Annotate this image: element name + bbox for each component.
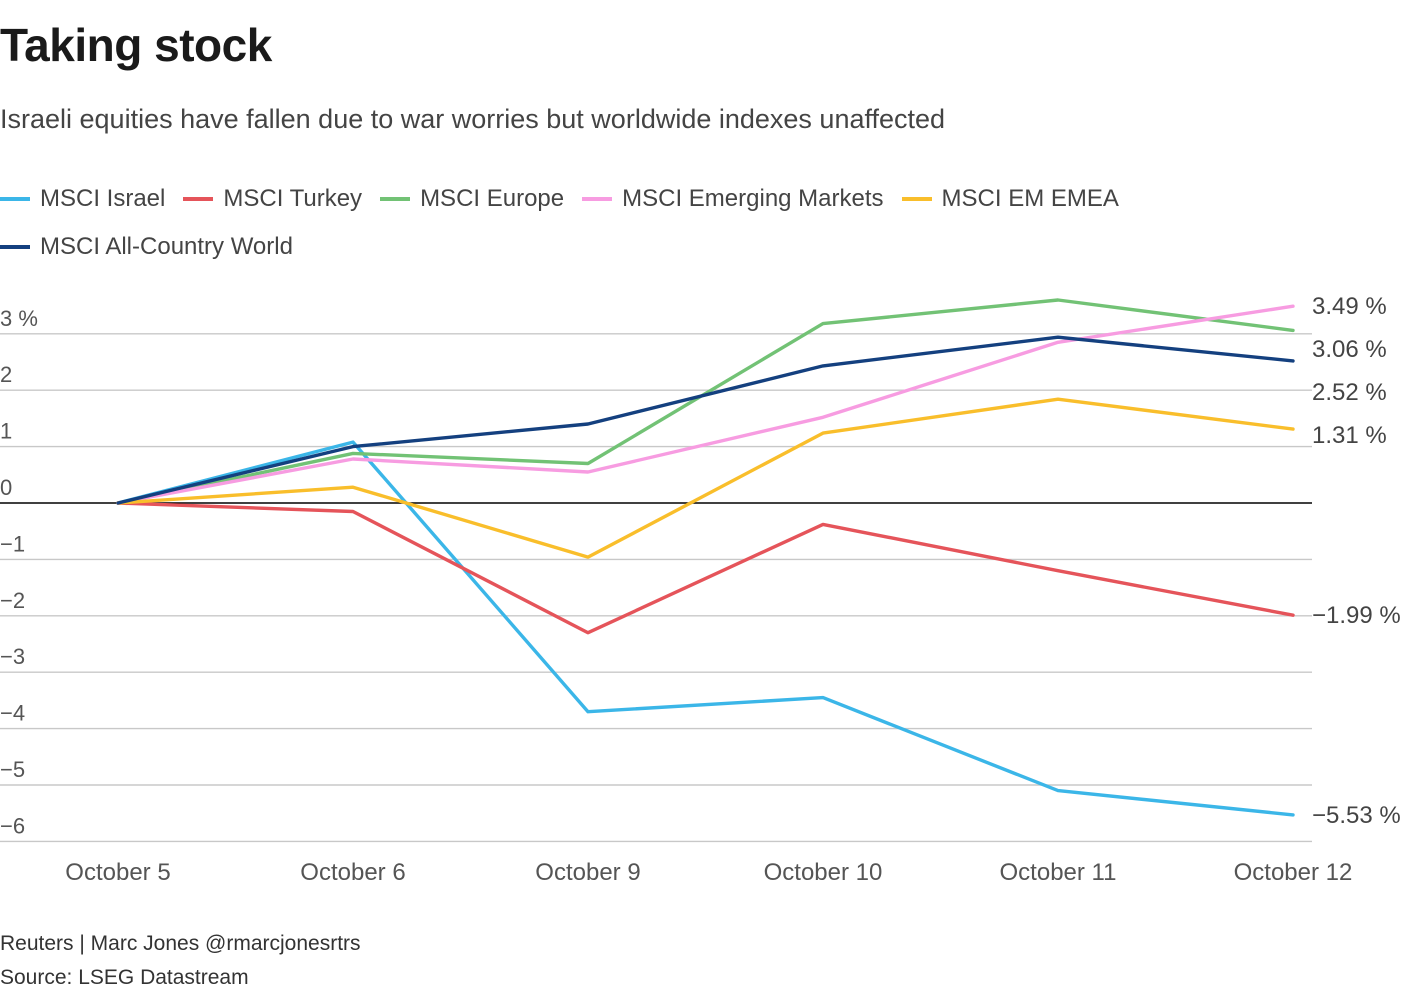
legend-swatch (380, 197, 411, 201)
y-tick-label: −3 (0, 644, 25, 669)
legend-swatch (183, 197, 214, 201)
legend-swatch (582, 197, 613, 201)
legend-label: MSCI Turkey (223, 185, 363, 212)
end-label-msci-turkey: −1.99 % (1312, 602, 1401, 629)
y-tick-label: −5 (0, 757, 25, 782)
x-tick-label: October 5 (65, 859, 170, 886)
series-line-msci-all-country-world (116, 335, 1295, 505)
legend-item-msci-israel: MSCI Israel (0, 184, 165, 214)
chart-title: Taking stock (0, 19, 272, 71)
legend-label: MSCI Europe (420, 185, 565, 212)
y-tick-label: −2 (0, 588, 25, 613)
legend-item-msci-europe: MSCI Europe (380, 184, 564, 214)
legend-swatch (0, 245, 30, 249)
series-line-msci-emerging-markets (116, 304, 1295, 505)
series-line-msci-em-emea (116, 397, 1295, 559)
y-tick-label: −1 (0, 531, 25, 556)
chart-subtitle: Israeli equities have fallen due to war … (0, 104, 946, 134)
series-line-msci-israel (116, 440, 1295, 817)
line-chart: 3 % 2 1 0 −1 −2 −3 −4 −5 −6 October 5 October 6 Octo… (0, 293, 1401, 886)
x-tick-label: October 10 (764, 859, 883, 886)
legend-label: MSCI EM EMEA (941, 185, 1119, 212)
end-label-msci-israel: −5.53 % (1312, 802, 1401, 829)
y-tick-label: 3 % (0, 306, 38, 331)
y-tick-label: −4 (0, 701, 25, 726)
x-tick-label: October 6 (300, 859, 405, 886)
legend-swatch (0, 197, 30, 201)
legend-item-msci-all-country-world: MSCI All-Country World (0, 232, 1182, 262)
y-tick-label: 0 (0, 475, 12, 500)
y-tick-label: 2 (0, 362, 12, 387)
legend-item-msci-emerging-markets: MSCI Emerging Markets (582, 184, 884, 214)
y-tick-label: −6 (0, 813, 25, 838)
x-tick-label: October 11 (1000, 859, 1117, 886)
end-label-msci-em-emea: 1.31 % (1312, 422, 1387, 449)
series-line-msci-europe (116, 298, 1295, 505)
legend-label: MSCI All-Country World (40, 233, 293, 260)
x-tick-label: October 9 (535, 859, 640, 886)
legend-swatch (901, 197, 932, 201)
legend-label: MSCI Emerging Markets (622, 185, 884, 212)
legend-item-msci-turkey: MSCI Turkey (183, 184, 362, 214)
x-tick-label: October 12 (1234, 859, 1353, 886)
series-line-msci-turkey (116, 501, 1295, 635)
byline: Reuters | Marc Jones @rmarcjonesrtrs (0, 932, 361, 955)
legend-item-msci-em-emea: MSCI EM EMEA (901, 184, 1119, 214)
chart-legend: MSCI Israel MSCI Turkey MSCI Europe MSCI Em… (0, 184, 1200, 262)
end-label-msci-all-country-world: 2.52 % (1312, 379, 1387, 406)
end-label-msci-emerging-markets: 3.49 % (1312, 293, 1387, 320)
legend-label: MSCI Israel (40, 185, 166, 212)
y-tick-label: 1 (0, 419, 12, 444)
source-note: Source: LSEG Datastream (0, 966, 249, 989)
end-label-msci-europe: 3.06 % (1312, 336, 1387, 363)
